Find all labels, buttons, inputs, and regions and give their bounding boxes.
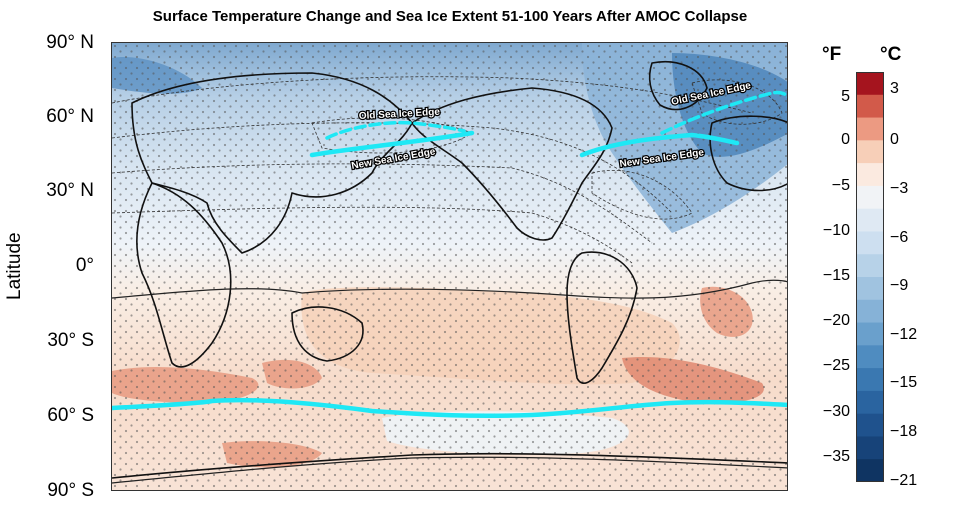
tick-f-neg30: −30 (822, 403, 850, 420)
zero-contour (112, 279, 787, 484)
colorbar-swatch (856, 459, 884, 482)
world-map: Old Sea Ice Edge New Sea Ice Edge Old Se… (111, 42, 788, 491)
lat-tick-30s: 30° S (47, 330, 94, 351)
old-ice-edge-atlantic (660, 90, 787, 135)
tick-c-neg21: −21 (890, 472, 918, 489)
tick-c-neg12: −12 (890, 326, 918, 343)
tick-f-neg25: −25 (822, 357, 850, 374)
lat-tick-90s: 90° S (47, 480, 94, 501)
eurasia-outline (131, 72, 413, 254)
colorbar-unit-c: °C (880, 44, 902, 65)
tick-c-0: 0 (890, 131, 899, 148)
lat-tick-0: 0° (75, 255, 94, 276)
colorbar-swatch (856, 117, 884, 141)
colorbar-swatch (856, 368, 884, 392)
colorbar-border (856, 72, 884, 482)
tick-f-neg35: −35 (822, 448, 850, 465)
new-ice-edge-pacific (309, 130, 475, 158)
tick-c-neg9: −9 (890, 277, 909, 294)
lat-tick-30n: 30° N (46, 180, 94, 201)
tick-f-0: 0 (841, 131, 850, 148)
colorbar (856, 72, 884, 482)
greenland-outline (648, 61, 708, 111)
tick-c-neg6: −6 (890, 229, 909, 246)
antarctica-outline (112, 452, 787, 479)
old-ice-edge-pacific-label: Old Sea Ice Edge (359, 107, 441, 122)
lat-tick-60s: 60° S (47, 405, 94, 426)
colorbar-swatch (856, 72, 884, 96)
tick-f-neg20: −20 (822, 312, 850, 329)
colorbar-swatch (856, 208, 884, 232)
map-svg: Old Sea Ice Edge New Sea Ice Edge Old Se… (112, 43, 787, 490)
tick-f-5: 5 (841, 88, 850, 105)
old-ice-edge-pacific (325, 120, 466, 140)
lat-tick-60n: 60° N (46, 106, 94, 127)
tick-c-3: 3 (890, 80, 899, 97)
tick-f-neg10: −10 (822, 222, 850, 239)
y-axis-title: Latitude (4, 232, 25, 300)
sea-ice-edges (112, 90, 787, 419)
tick-c-neg15: −15 (890, 374, 918, 391)
colorbar-swatch (856, 185, 884, 210)
africa-outline (136, 182, 232, 368)
lat-tick-90n: 90° N (46, 32, 94, 53)
tick-c-neg3: −3 (890, 180, 909, 197)
colorbar-unit-f: °F (822, 44, 842, 65)
new-ice-edge-atlantic (579, 132, 740, 158)
colorbar-swatch (856, 345, 884, 369)
colorbar-swatch (856, 299, 884, 324)
colorbar-swatch (856, 277, 884, 301)
colorbar-swatch (856, 390, 884, 415)
significance-stipple (112, 43, 787, 490)
colorbar-swatch (856, 140, 884, 164)
tick-c-neg18: −18 (890, 423, 918, 440)
colorbar-swatch (856, 231, 884, 255)
colorbar-swatch (856, 413, 884, 437)
north-america-outline (411, 87, 613, 241)
tick-f-neg5: −5 (831, 177, 850, 194)
tick-f-neg15: −15 (822, 267, 850, 284)
colorbar-swatch (856, 94, 884, 119)
south-america-outline (566, 251, 638, 384)
europe-outline (709, 115, 787, 192)
australia-outline (291, 306, 364, 362)
map-title: Surface Temperature Change and Sea Ice E… (152, 8, 748, 25)
colorbar-swatch (856, 436, 884, 460)
colorbar-swatch (856, 322, 884, 346)
colorbar-swatch (856, 163, 884, 187)
southern-ice-edge (112, 397, 787, 419)
continents (112, 61, 787, 479)
colorbar-swatch (856, 254, 884, 278)
